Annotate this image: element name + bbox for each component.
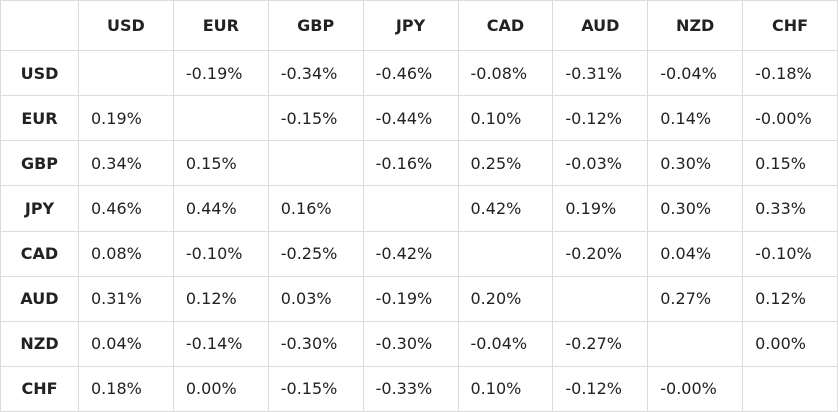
empty-cell xyxy=(362,185,459,232)
rate-cell: 0.14% xyxy=(647,95,744,142)
column-header: AUD xyxy=(552,0,649,51)
rate-cell: -0.27% xyxy=(552,320,649,367)
column-header: JPY xyxy=(362,0,459,51)
rate-cell: -0.10% xyxy=(172,230,269,277)
rate-cell: 0.20% xyxy=(457,275,554,322)
rate-cell: -0.19% xyxy=(362,275,459,322)
table-row: JPY 0.46% 0.44% 0.16% 0.42% 0.19% 0.30% 0.33% xyxy=(0,185,838,232)
rate-cell: -0.18% xyxy=(742,49,838,97)
rate-cell: -0.31% xyxy=(552,49,649,97)
corner-cell xyxy=(0,0,79,51)
rate-cell: 0.46% xyxy=(78,185,174,232)
column-header: CAD xyxy=(457,0,554,51)
empty-cell xyxy=(457,230,554,277)
rate-cell: 0.00% xyxy=(172,365,269,412)
rate-cell: 0.15% xyxy=(172,140,269,187)
rate-cell: 0.25% xyxy=(457,140,554,187)
table-row: NZD 0.04% -0.14% -0.30% -0.30% -0.04% -0.27% 0.… xyxy=(0,320,838,367)
table-row: AUD 0.31% 0.12% 0.03% -0.19% 0.20% 0.27% 0.12% xyxy=(0,275,838,322)
rate-cell: -0.12% xyxy=(552,365,649,412)
rate-cell: 0.42% xyxy=(457,185,554,232)
row-header: JPY xyxy=(0,185,79,232)
rate-cell: -0.30% xyxy=(267,320,364,367)
row-header: AUD xyxy=(0,275,79,322)
rate-cell: -0.44% xyxy=(362,95,459,142)
table-row: USD -0.19% -0.34% -0.46% -0.08% -0.31% -0.04% -… xyxy=(0,49,838,97)
table-row: CHF 0.18% 0.00% -0.15% -0.33% 0.10% -0.12% -0.0… xyxy=(0,365,838,412)
row-header: NZD xyxy=(0,320,79,367)
rate-cell: 0.15% xyxy=(742,140,838,187)
empty-cell xyxy=(552,275,649,322)
empty-cell xyxy=(647,320,744,367)
rate-cell: 0.30% xyxy=(647,185,744,232)
table-header: USD EUR GBP JPY CAD AUD NZD CHF xyxy=(0,0,838,51)
table-row: GBP 0.34% 0.15% -0.16% 0.25% -0.03% 0.30% 0.15% xyxy=(0,140,838,187)
rate-cell: -0.19% xyxy=(172,49,269,97)
rate-cell: -0.15% xyxy=(267,95,364,142)
rate-cell: -0.10% xyxy=(742,230,838,277)
rate-cell: -0.46% xyxy=(362,49,459,97)
rate-cell: 0.33% xyxy=(742,185,838,232)
rate-cell: -0.30% xyxy=(362,320,459,367)
rate-cell: -0.04% xyxy=(457,320,554,367)
header-row: USD EUR GBP JPY CAD AUD NZD CHF xyxy=(0,0,838,51)
row-header: CAD xyxy=(0,230,79,277)
column-header: EUR xyxy=(172,0,269,51)
row-header: USD xyxy=(0,49,79,97)
rate-cell: 0.03% xyxy=(267,275,364,322)
rate-cell: 0.30% xyxy=(647,140,744,187)
rate-cell: -0.08% xyxy=(457,49,554,97)
rate-cell: -0.14% xyxy=(172,320,269,367)
rate-cell: 0.00% xyxy=(742,320,838,367)
table-row: EUR 0.19% -0.15% -0.44% 0.10% -0.12% 0.14% -0.0… xyxy=(0,95,838,142)
column-header: GBP xyxy=(267,0,364,51)
rate-cell: 0.16% xyxy=(267,185,364,232)
rate-cell: -0.20% xyxy=(552,230,649,277)
rate-cell: 0.10% xyxy=(457,95,554,142)
empty-cell xyxy=(172,95,269,142)
rate-cell: -0.03% xyxy=(552,140,649,187)
rate-cell: -0.00% xyxy=(647,365,744,412)
row-header: CHF xyxy=(0,365,79,412)
rate-cell: 0.31% xyxy=(78,275,174,322)
rate-cell: 0.18% xyxy=(78,365,174,412)
rate-cell: 0.19% xyxy=(78,95,174,142)
rate-cell: 0.27% xyxy=(647,275,744,322)
rate-cell: -0.34% xyxy=(267,49,364,97)
rate-cell: 0.19% xyxy=(552,185,649,232)
rate-cell: 0.34% xyxy=(78,140,174,187)
rate-cell: -0.04% xyxy=(647,49,744,97)
empty-cell xyxy=(267,140,364,187)
rate-cell: -0.12% xyxy=(552,95,649,142)
rate-cell: -0.25% xyxy=(267,230,364,277)
rate-cell: -0.16% xyxy=(362,140,459,187)
table-body: USD -0.19% -0.34% -0.46% -0.08% -0.31% -0.04% -… xyxy=(0,49,838,412)
rate-cell: 0.04% xyxy=(647,230,744,277)
rate-cell: 0.44% xyxy=(172,185,269,232)
rate-cell: -0.42% xyxy=(362,230,459,277)
empty-cell xyxy=(78,49,174,97)
rate-cell: -0.33% xyxy=(362,365,459,412)
table-row: CAD 0.08% -0.10% -0.25% -0.42% -0.20% 0.04% -0.… xyxy=(0,230,838,277)
rate-cell: -0.00% xyxy=(742,95,838,142)
row-header: GBP xyxy=(0,140,79,187)
rate-cell: 0.10% xyxy=(457,365,554,412)
rate-cell: 0.08% xyxy=(78,230,174,277)
column-header: CHF xyxy=(742,0,838,51)
rate-cell: 0.04% xyxy=(78,320,174,367)
rate-cell: 0.12% xyxy=(172,275,269,322)
rate-cell: -0.15% xyxy=(267,365,364,412)
empty-cell xyxy=(742,365,838,412)
column-header: NZD xyxy=(647,0,744,51)
row-header: EUR xyxy=(0,95,79,142)
column-header: USD xyxy=(78,0,174,51)
rate-cell: 0.12% xyxy=(742,275,838,322)
